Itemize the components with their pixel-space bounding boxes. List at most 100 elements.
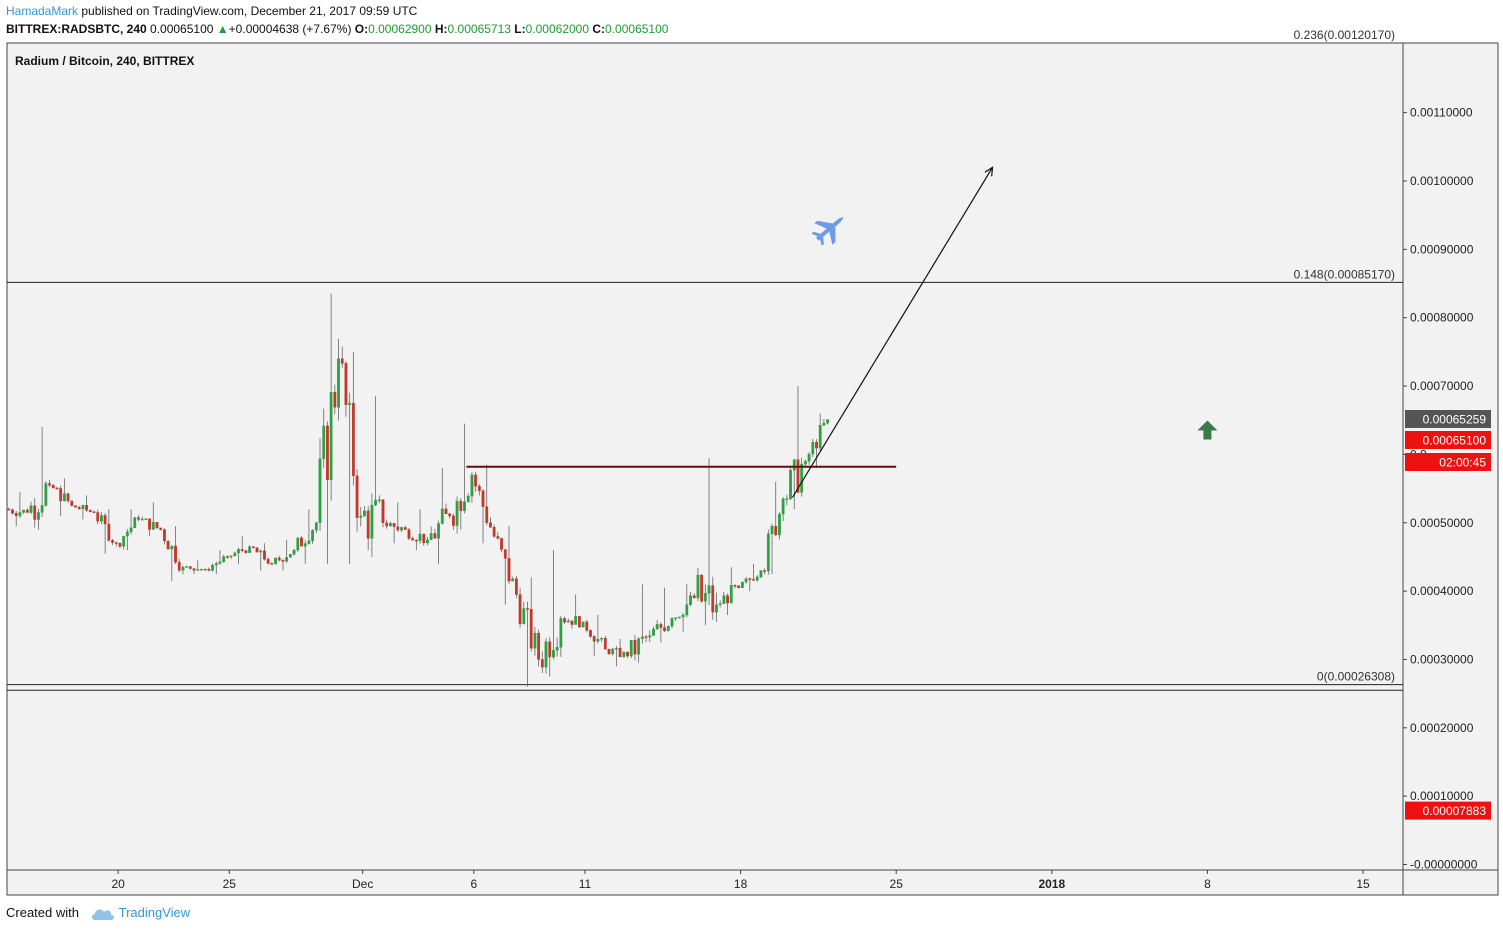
candle-body xyxy=(389,523,392,527)
fib-level-label: 0.236(0.00120170) xyxy=(1294,28,1395,42)
candle-body xyxy=(37,512,40,520)
candle-body xyxy=(11,509,14,514)
candle-body xyxy=(696,574,700,599)
airplane-shape xyxy=(811,217,844,246)
candle-body xyxy=(322,425,326,460)
open-value: 0.00062900 xyxy=(368,22,432,36)
candle-body xyxy=(263,550,266,560)
price-change: +0.00004638 (+7.67%) xyxy=(228,22,352,36)
candle-body xyxy=(603,637,607,650)
candle-body xyxy=(429,533,433,541)
candle-body xyxy=(585,621,589,631)
symbol-label: BITTREX:RADSBTC, 240 xyxy=(6,22,147,36)
candle-body xyxy=(326,425,329,481)
candle-body xyxy=(25,509,29,513)
candle-body xyxy=(266,558,270,564)
axis-corner xyxy=(1402,869,1499,896)
candle-body xyxy=(481,490,485,507)
time-tick-label: 2018 xyxy=(1038,877,1065,891)
candle-body xyxy=(774,525,778,536)
candle-body xyxy=(244,550,248,553)
publish-info: HamadaMark published on TradingView.com,… xyxy=(6,4,417,18)
candle-body xyxy=(685,604,689,616)
candles xyxy=(7,293,830,687)
candle-body xyxy=(114,542,118,544)
candle-body xyxy=(622,651,626,658)
candle-body xyxy=(803,461,807,465)
candle-body xyxy=(340,358,344,364)
candle-body xyxy=(225,556,229,558)
candle-body xyxy=(318,458,322,523)
candle-body xyxy=(203,568,207,571)
candle-body xyxy=(737,585,741,588)
candle-body xyxy=(122,535,126,547)
candle-body xyxy=(129,527,133,533)
candle-body xyxy=(44,483,48,506)
candle-body xyxy=(826,419,830,424)
candle-body xyxy=(74,505,77,508)
candle-body xyxy=(574,616,578,625)
candle-body xyxy=(66,493,70,502)
candle-body xyxy=(514,578,518,595)
candle-body xyxy=(111,540,114,543)
candle-body xyxy=(444,508,448,515)
candle-body xyxy=(155,522,159,529)
candle-body xyxy=(125,531,129,537)
high-value: 0.00065713 xyxy=(447,22,511,36)
candle-body xyxy=(789,469,792,499)
tradingview-link[interactable]: TradingView xyxy=(118,905,191,920)
candle-body xyxy=(7,508,11,511)
candle-body xyxy=(648,635,652,638)
candle-body xyxy=(644,636,648,638)
candle-body xyxy=(148,518,151,530)
candle-body xyxy=(40,505,44,513)
candle-body xyxy=(681,614,685,618)
price-label-text: 0.00065100 xyxy=(1423,434,1487,448)
chart-title: Radium / Bitcoin, 240, BITTREX xyxy=(15,54,194,68)
drawings[interactable] xyxy=(466,166,1218,498)
candle-body xyxy=(570,620,574,625)
candle-body xyxy=(363,510,366,517)
price-chart[interactable]: Radium / Bitcoin, 240, BITTREX 0.0011000… xyxy=(0,0,1503,900)
candle-body xyxy=(62,493,66,502)
time-axis-ticks: 20 25 Dec 6 11 18 25 2018 8 15 xyxy=(111,870,1370,891)
fib-levels[interactable]: 0.236(0.00120170) 0.148(0.00085170) 0(0.00… xyxy=(7,28,1403,691)
candle-body xyxy=(351,402,355,476)
price-label-box xyxy=(1405,453,1491,471)
candle-body xyxy=(218,561,222,564)
high-label: H: xyxy=(434,22,448,36)
candle-body xyxy=(200,568,203,571)
candle-body xyxy=(385,522,389,527)
candle-body xyxy=(559,618,563,648)
candle-body xyxy=(629,640,633,657)
candle-body xyxy=(400,527,403,531)
candle-body xyxy=(196,569,200,571)
trend-arrow-head xyxy=(984,166,994,177)
price-tick-label: 0.00090000 xyxy=(1410,242,1474,256)
candle-body xyxy=(563,618,566,623)
candle-body xyxy=(133,517,137,528)
candle-body xyxy=(655,624,659,630)
candle-body xyxy=(300,537,303,547)
candle-body xyxy=(755,576,759,581)
candle-body xyxy=(744,578,748,583)
candle-body xyxy=(689,595,692,605)
price-tick-label: 0.00040000 xyxy=(1410,584,1474,598)
low-label: L: xyxy=(514,22,526,36)
candle-body xyxy=(370,504,374,539)
candle-body xyxy=(296,537,300,551)
candle-body xyxy=(792,459,796,471)
low-value: 0.00062000 xyxy=(525,22,590,36)
candle-body xyxy=(459,500,463,511)
candle-body xyxy=(533,632,537,649)
author-link[interactable]: HamadaMark xyxy=(6,4,79,18)
candle-body xyxy=(251,546,255,549)
candle-body xyxy=(615,647,618,650)
candle-body xyxy=(470,474,474,497)
candle-body xyxy=(781,498,785,515)
time-tick-label: 15 xyxy=(1356,877,1370,891)
candle-body xyxy=(88,510,92,512)
candle-body xyxy=(726,595,729,604)
price-tick-label: 0.00110000 xyxy=(1410,106,1473,120)
time-tick-label: 20 xyxy=(111,877,125,891)
